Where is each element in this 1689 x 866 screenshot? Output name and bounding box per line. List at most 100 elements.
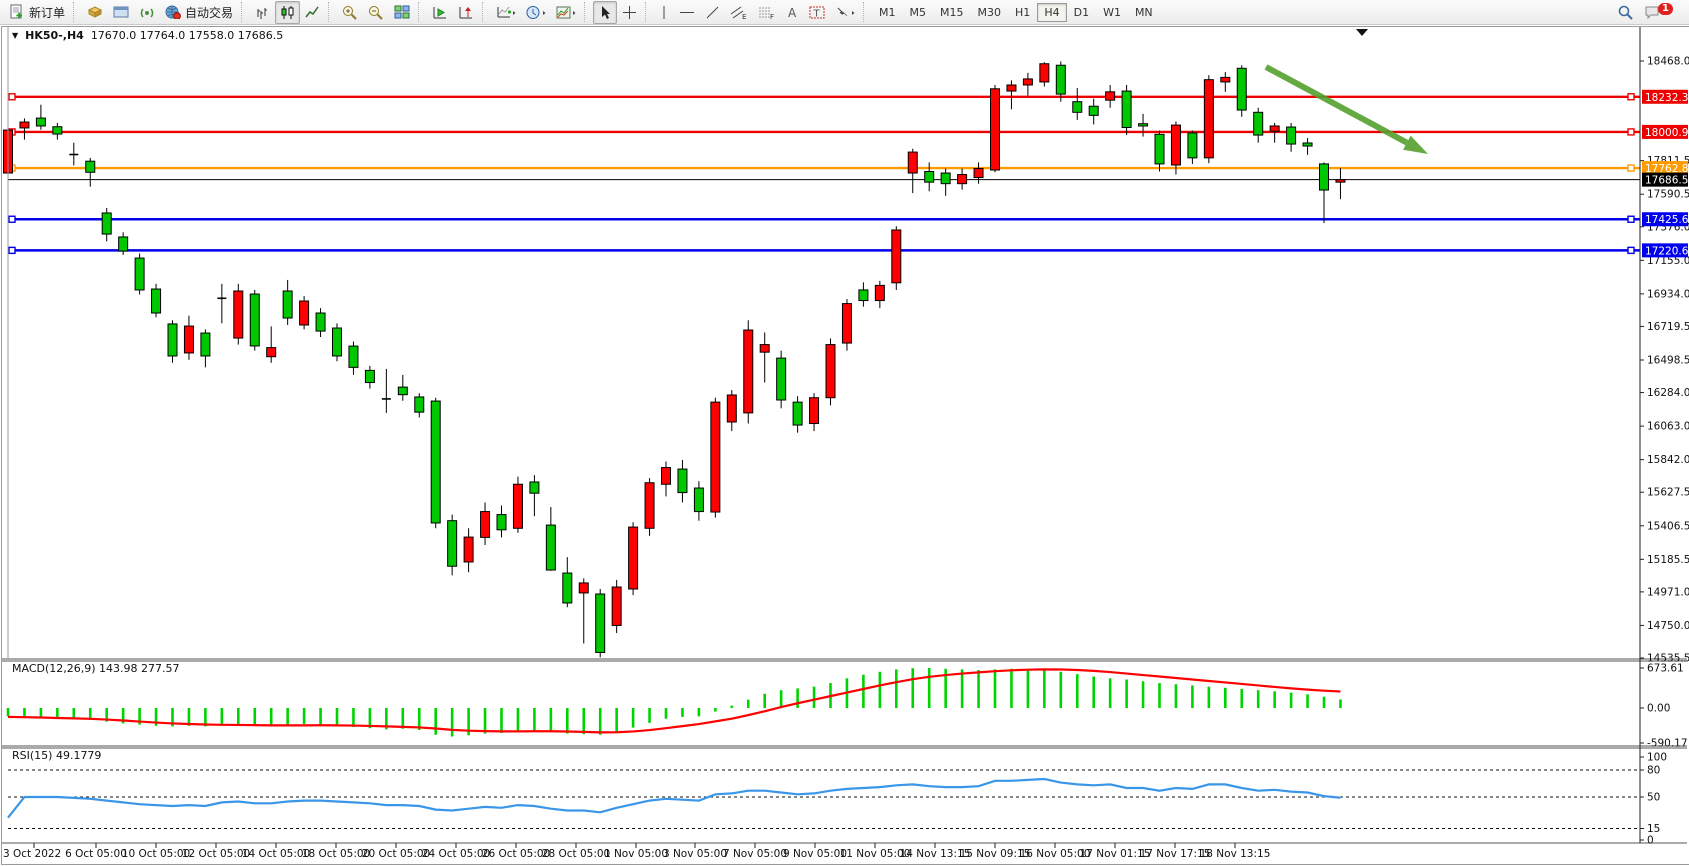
periods-button[interactable]: [521, 1, 551, 24]
timeframe-bar: M1 M5 M15 M30 H1 H4 D1 W1 MN: [872, 2, 1160, 22]
svg-text:14535.5: 14535.5: [1647, 653, 1689, 665]
svg-text:0: 0: [1647, 835, 1654, 847]
zoom-in-button[interactable]: [337, 1, 363, 24]
svg-text:7 Nov 05:00: 7 Nov 05:00: [723, 848, 787, 860]
svg-text:17762.8: 17762.8: [1645, 163, 1688, 175]
arrows-icon: [835, 5, 855, 20]
svg-text:673.61: 673.61: [1647, 663, 1684, 675]
svg-text:15842.0: 15842.0: [1647, 454, 1689, 466]
terminal-window-button[interactable]: [108, 1, 134, 24]
zoom-out-button[interactable]: [363, 1, 389, 24]
main-toolbar: 新订单 自动交易 E F A T: [0, 0, 1689, 25]
templates-button[interactable]: [551, 1, 581, 24]
svg-text:T: T: [813, 8, 821, 19]
timeframe-m5[interactable]: M5: [909, 5, 927, 19]
svg-text:11 Nov 05:00: 11 Nov 05:00: [840, 848, 911, 860]
channel-icon: E: [730, 5, 748, 20]
fibonacci-button[interactable]: F: [753, 1, 781, 24]
equidistant-channel-button[interactable]: E: [725, 1, 753, 24]
timeframe-mn[interactable]: MN: [1134, 5, 1153, 19]
bar-chart-button[interactable]: [250, 1, 275, 24]
svg-text:18468.0: 18468.0: [1647, 56, 1689, 68]
candlestick-chart-button[interactable]: [275, 0, 301, 24]
candlestick-chart-icon: [280, 5, 295, 20]
svg-text:1 Nov 05:00: 1 Nov 05:00: [604, 848, 668, 860]
ohlc-values: 17670.0 17764.0 17558.0 17686.5: [90, 29, 284, 42]
timeframe-m1[interactable]: M1: [879, 5, 896, 19]
toolbar-separator: [73, 2, 79, 22]
svg-text:F: F: [770, 13, 774, 20]
timeframe-h4[interactable]: H4: [1037, 2, 1067, 22]
vertical-line-icon: [659, 5, 669, 20]
new-order-label: 新订单: [29, 5, 66, 20]
svg-text:16 Nov 05:00: 16 Nov 05:00: [1020, 848, 1091, 860]
svg-text:12 Oct 05:00: 12 Oct 05:00: [182, 848, 250, 860]
symbol-label: HK50-,H4: [25, 29, 84, 42]
new-order-button[interactable]: 新订单: [4, 1, 70, 24]
timeframe-w1[interactable]: W1: [1103, 5, 1121, 19]
svg-text:17155.0: 17155.0: [1647, 255, 1689, 267]
auto-scroll-button[interactable]: [427, 1, 453, 24]
svg-text:20 Oct 05:00: 20 Oct 05:00: [362, 848, 430, 860]
svg-text:26 Oct 05:00: 26 Oct 05:00: [482, 848, 550, 860]
trendline-button[interactable]: [700, 1, 725, 24]
svg-text:E: E: [742, 13, 746, 20]
svg-text:15406.5: 15406.5: [1647, 520, 1689, 532]
crosshair-button[interactable]: [617, 1, 642, 24]
svg-text:3 Nov 05:00: 3 Nov 05:00: [663, 848, 727, 860]
svg-text:100: 100: [1647, 752, 1667, 764]
timeframe-m15[interactable]: M15: [940, 5, 964, 19]
new-order-icon: [9, 4, 25, 20]
tile-windows-button[interactable]: [389, 1, 415, 24]
svg-text:14750.0: 14750.0: [1647, 620, 1689, 632]
toolbar-separator: [482, 2, 488, 22]
svg-text:17590.5: 17590.5: [1647, 189, 1689, 201]
macd-indicator-label: MACD(12,26,9) 143.98 277.57: [12, 662, 180, 675]
notifications-button[interactable]: 1: [1639, 1, 1685, 24]
chart-shift-button[interactable]: [453, 1, 479, 24]
line-chart-icon: [305, 5, 320, 20]
svg-text:17 Nov 01:15: 17 Nov 01:15: [1080, 848, 1151, 860]
svg-text:24 Oct 05:00: 24 Oct 05:00: [422, 848, 490, 860]
svg-text:18000.9: 18000.9: [1645, 127, 1688, 139]
indicators-add-icon: [496, 5, 516, 20]
svg-text:16063.0: 16063.0: [1647, 421, 1689, 433]
svg-text:28 Oct 05:00: 28 Oct 05:00: [542, 848, 610, 860]
line-chart-button[interactable]: [300, 1, 325, 24]
svg-text:15185.5: 15185.5: [1647, 554, 1689, 566]
svg-text:14971.0: 14971.0: [1647, 586, 1689, 598]
vertical-line-button[interactable]: [654, 1, 674, 24]
svg-text:15 Nov 09:15: 15 Nov 09:15: [960, 848, 1031, 860]
crosshair-icon: [622, 5, 637, 20]
arrows-button[interactable]: [830, 1, 860, 24]
svg-text:16284.0: 16284.0: [1647, 387, 1689, 399]
search-button[interactable]: [1612, 1, 1639, 24]
signals-button[interactable]: [134, 1, 160, 24]
svg-text:15627.5: 15627.5: [1647, 487, 1689, 499]
text-button[interactable]: A: [781, 1, 804, 24]
toolbar-separator: [418, 2, 424, 22]
horizontal-line-button[interactable]: [674, 1, 700, 24]
svg-text:18 Nov 13:15: 18 Nov 13:15: [1200, 848, 1271, 860]
svg-text:17220.6: 17220.6: [1645, 245, 1689, 257]
svg-text:6 Oct 05:00: 6 Oct 05:00: [65, 848, 127, 860]
search-icon: [1617, 4, 1634, 20]
timeframe-h1[interactable]: H1: [1015, 5, 1031, 19]
autotrade-button[interactable]: 自动交易: [160, 1, 238, 24]
autotrade-icon: [165, 5, 181, 19]
indicators-button[interactable]: [491, 1, 521, 24]
signal-icon: [139, 5, 155, 19]
svg-text:-590.17: -590.17: [1647, 738, 1688, 750]
auto-scroll-icon: [432, 5, 448, 20]
text-label-button[interactable]: T: [804, 1, 830, 24]
chevron-down-icon: ▼: [12, 31, 19, 40]
horizontal-line-icon: [679, 5, 695, 20]
toolbar-separator: [863, 2, 869, 22]
timeframe-d1[interactable]: D1: [1073, 5, 1090, 19]
cursor-button[interactable]: [593, 0, 618, 24]
timeframe-m30[interactable]: M30: [977, 5, 1002, 19]
svg-text:14 Nov 13:15: 14 Nov 13:15: [900, 848, 971, 860]
market-watch-button[interactable]: [82, 1, 108, 24]
